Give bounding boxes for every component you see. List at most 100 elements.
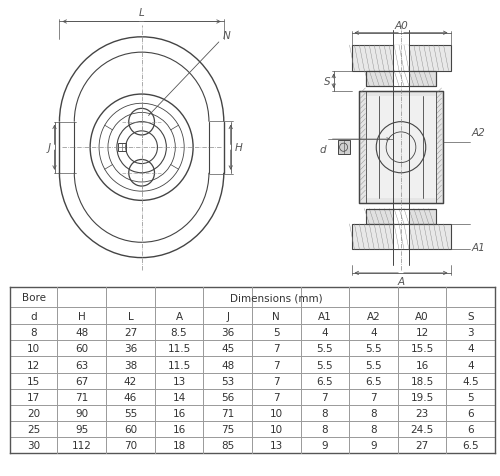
Bar: [366, 71, 436, 87]
Text: 5.5: 5.5: [316, 344, 333, 354]
Bar: [352, 46, 450, 71]
Text: 42: 42: [124, 376, 137, 386]
Text: A1: A1: [318, 311, 332, 321]
Text: 6.5: 6.5: [462, 440, 479, 450]
Text: 16: 16: [172, 408, 186, 418]
Text: 46: 46: [124, 392, 137, 402]
Text: A2: A2: [366, 311, 380, 321]
Text: 4: 4: [468, 360, 474, 370]
Text: 9: 9: [370, 440, 377, 450]
Text: L: L: [128, 311, 134, 321]
Text: 60: 60: [124, 424, 137, 434]
Text: 4: 4: [468, 344, 474, 354]
Text: 8: 8: [322, 408, 328, 418]
Text: 6: 6: [468, 408, 474, 418]
Text: 48: 48: [221, 360, 234, 370]
Text: 7: 7: [273, 360, 280, 370]
Text: A0: A0: [394, 20, 408, 30]
Text: N: N: [223, 31, 230, 41]
Text: 19.5: 19.5: [410, 392, 434, 402]
Text: 5: 5: [468, 392, 474, 402]
Text: 36: 36: [221, 327, 234, 337]
Text: 56: 56: [221, 392, 234, 402]
Text: 27: 27: [124, 327, 137, 337]
Bar: [352, 224, 450, 250]
Text: d: d: [30, 311, 37, 321]
Text: 5.5: 5.5: [365, 344, 382, 354]
Bar: [118, 144, 126, 152]
Text: 48: 48: [75, 327, 88, 337]
Text: 27: 27: [416, 440, 428, 450]
Text: 18.5: 18.5: [410, 376, 434, 386]
Text: 71: 71: [221, 408, 234, 418]
Text: H: H: [78, 311, 86, 321]
Text: 53: 53: [221, 376, 234, 386]
Bar: [393, 209, 409, 224]
Text: 8.5: 8.5: [170, 327, 188, 337]
Text: 7: 7: [322, 392, 328, 402]
Bar: [393, 71, 409, 87]
Text: 6.5: 6.5: [365, 376, 382, 386]
Text: 11.5: 11.5: [168, 360, 190, 370]
Text: 15.5: 15.5: [410, 344, 434, 354]
Text: J: J: [226, 311, 229, 321]
Text: 5.5: 5.5: [316, 360, 333, 370]
Text: 63: 63: [75, 360, 88, 370]
Bar: [366, 209, 436, 224]
Text: 8: 8: [370, 424, 377, 434]
Text: 95: 95: [75, 424, 88, 434]
Text: 16: 16: [416, 360, 428, 370]
Text: 70: 70: [124, 440, 137, 450]
Text: L: L: [138, 9, 144, 19]
Text: d: d: [319, 145, 326, 155]
Text: 5.5: 5.5: [365, 360, 382, 370]
Text: 38: 38: [124, 360, 137, 370]
Text: 71: 71: [75, 392, 88, 402]
Text: 14: 14: [172, 392, 186, 402]
Text: A1: A1: [472, 242, 485, 252]
Text: 4.5: 4.5: [462, 376, 479, 386]
Text: 23: 23: [416, 408, 428, 418]
Text: 17: 17: [27, 392, 40, 402]
Text: 85: 85: [221, 440, 234, 450]
Text: 90: 90: [75, 408, 88, 418]
Text: 11.5: 11.5: [168, 344, 190, 354]
Text: 8: 8: [30, 327, 37, 337]
Text: H: H: [234, 143, 242, 153]
Text: 45: 45: [221, 344, 234, 354]
Text: 6.5: 6.5: [316, 376, 333, 386]
Text: 10: 10: [270, 424, 283, 434]
Text: 7: 7: [273, 392, 280, 402]
Text: 10: 10: [27, 344, 40, 354]
Text: J: J: [48, 143, 50, 153]
Bar: [366, 97, 436, 199]
Text: 55: 55: [124, 408, 137, 418]
Text: A2: A2: [472, 128, 485, 138]
Text: 10: 10: [270, 408, 283, 418]
Bar: [393, 46, 409, 71]
Text: 12: 12: [27, 360, 40, 370]
Text: A: A: [176, 311, 182, 321]
Text: Dimensions (mm): Dimensions (mm): [230, 293, 322, 303]
Text: 36: 36: [124, 344, 137, 354]
Text: 6: 6: [468, 424, 474, 434]
Text: Bore: Bore: [22, 293, 46, 303]
Text: 3: 3: [468, 327, 474, 337]
Bar: [338, 141, 349, 155]
Text: 7: 7: [273, 376, 280, 386]
Text: 9: 9: [322, 440, 328, 450]
Text: 18: 18: [172, 440, 186, 450]
Text: 8: 8: [322, 424, 328, 434]
Text: 16: 16: [172, 424, 186, 434]
Text: 7: 7: [273, 344, 280, 354]
Text: 12: 12: [416, 327, 428, 337]
Text: S: S: [324, 77, 330, 87]
Text: 15: 15: [27, 376, 40, 386]
Text: 5: 5: [273, 327, 280, 337]
Text: 13: 13: [270, 440, 283, 450]
Text: 13: 13: [172, 376, 186, 386]
Text: N: N: [272, 311, 280, 321]
Text: 60: 60: [75, 344, 88, 354]
Text: 7: 7: [370, 392, 377, 402]
Text: S: S: [468, 311, 474, 321]
